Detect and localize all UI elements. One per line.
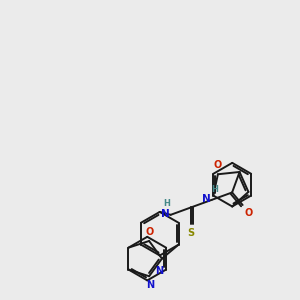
Text: O: O bbox=[145, 227, 153, 237]
Text: H: H bbox=[163, 199, 170, 208]
Text: N: N bbox=[202, 194, 211, 204]
Text: H: H bbox=[211, 185, 218, 194]
Text: N: N bbox=[161, 209, 170, 219]
Text: O: O bbox=[244, 208, 253, 218]
Text: S: S bbox=[188, 228, 195, 238]
Text: N: N bbox=[155, 266, 163, 277]
Text: N: N bbox=[146, 280, 154, 290]
Text: O: O bbox=[214, 160, 222, 170]
